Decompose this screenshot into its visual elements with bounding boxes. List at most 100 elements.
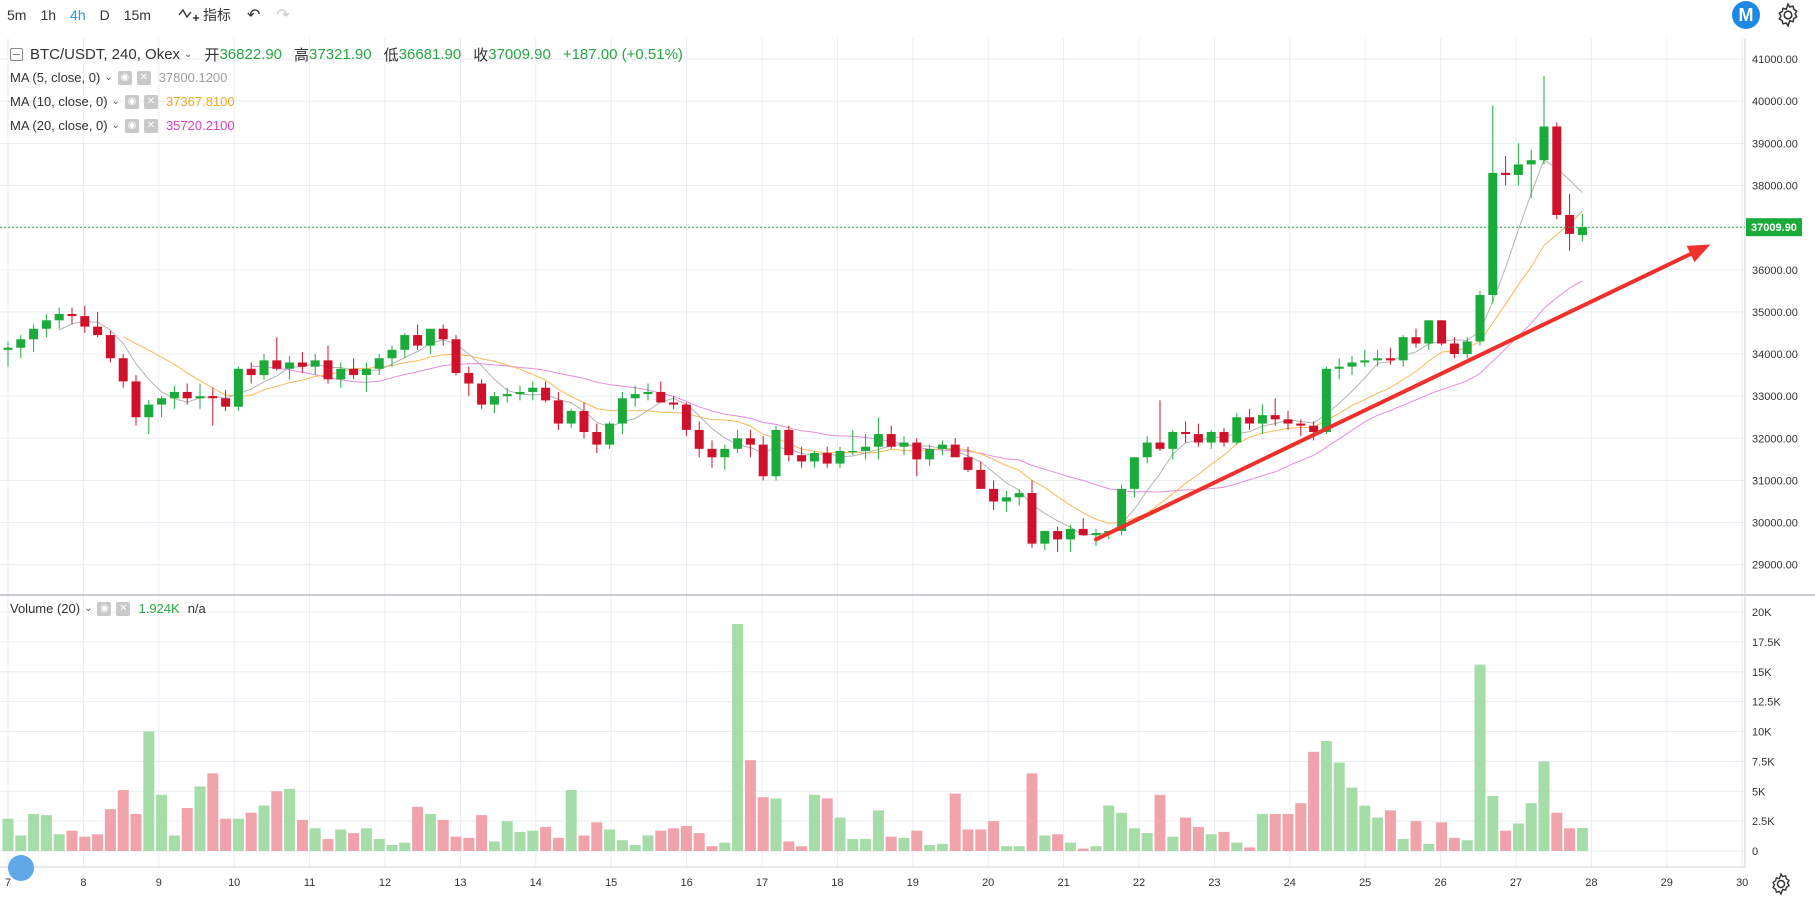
timeframe-5m[interactable]: 5m xyxy=(7,7,27,23)
annotation-arrow-head xyxy=(1686,244,1711,263)
eye-icon[interactable]: ◉ xyxy=(97,601,112,616)
collapse-legend-icon[interactable] xyxy=(10,48,23,61)
brand-logo[interactable]: M xyxy=(1732,1,1760,29)
time-tick-label: 10 xyxy=(228,877,240,889)
chevron-down-icon[interactable]: ⌄ xyxy=(84,603,93,614)
volume-bar xyxy=(604,829,616,851)
timeframe-15m[interactable]: 15m xyxy=(123,7,151,23)
volume-extra: n/a xyxy=(187,601,206,616)
candle-body xyxy=(925,448,935,460)
symbol-label[interactable]: BTC/USDT, 240, Okex xyxy=(30,46,181,63)
volume-legend: Volume (20) ⌄ ◉ ✕ 1.924K n/a xyxy=(10,601,206,616)
volume-label[interactable]: Volume (20) xyxy=(10,601,81,616)
candle-body xyxy=(1565,214,1575,234)
ma5-label[interactable]: MA (5, close, 0) xyxy=(10,70,101,85)
volume-bar xyxy=(284,788,296,851)
volume-tick-label: 7.5K xyxy=(1752,756,1775,768)
candle-body xyxy=(745,438,755,445)
candle-body xyxy=(1437,320,1447,344)
timeframe-d[interactable]: D xyxy=(99,7,110,23)
candle-body xyxy=(681,404,691,430)
candle-body xyxy=(1193,434,1203,443)
volume-bar xyxy=(514,831,526,851)
candle-body xyxy=(105,335,115,359)
candle-body xyxy=(208,396,218,399)
close-icon[interactable]: ✕ xyxy=(143,94,158,109)
chart-settings-gear-icon[interactable] xyxy=(1769,872,1793,896)
time-tick-label: 14 xyxy=(530,877,542,889)
volume-bar xyxy=(104,809,116,851)
volume-bar xyxy=(424,813,436,851)
volume-bar xyxy=(629,845,641,851)
volume-bar xyxy=(949,793,961,851)
candle-body xyxy=(579,410,589,432)
close-icon[interactable]: ✕ xyxy=(136,70,151,85)
volume-bar xyxy=(156,794,168,851)
volume-bar xyxy=(1141,833,1153,851)
volume-bar xyxy=(143,731,155,851)
eye-icon[interactable]: ◉ xyxy=(117,70,132,85)
volume-bar xyxy=(1154,794,1166,851)
volume-bar xyxy=(1372,817,1384,851)
candle-body xyxy=(3,347,13,350)
candle-body xyxy=(1309,425,1319,432)
tradingview-logo-icon[interactable] xyxy=(8,855,34,881)
eye-icon[interactable]: ◉ xyxy=(124,118,139,133)
close-value: 37009.90 xyxy=(488,46,551,63)
timeframe-1h[interactable]: 1h xyxy=(40,7,57,23)
volume-bar xyxy=(1538,761,1550,851)
candle-body xyxy=(131,381,141,418)
timeframe-4h[interactable]: 4h xyxy=(70,7,86,23)
candle-body xyxy=(1449,343,1459,355)
indicators-button[interactable]: 指标 xyxy=(170,5,239,25)
time-tick-label: 7 xyxy=(5,877,11,889)
close-icon[interactable]: ✕ xyxy=(116,601,131,616)
time-tick-label: 19 xyxy=(907,877,919,889)
volume-bar xyxy=(642,835,654,851)
redo-icon[interactable]: ↷ xyxy=(276,7,290,24)
volume-bar xyxy=(476,815,488,851)
volume-tick-label: 5K xyxy=(1752,786,1766,798)
candle-body xyxy=(169,391,179,399)
time-tick-label: 8 xyxy=(80,877,86,889)
volume-bar xyxy=(616,840,628,851)
time-tick-label: 21 xyxy=(1057,877,1069,889)
candle-body xyxy=(1283,419,1293,424)
candle-body xyxy=(54,314,64,321)
ma20-label[interactable]: MA (20, close, 0) xyxy=(10,118,108,133)
chevron-down-icon[interactable]: ⌄ xyxy=(184,49,193,60)
volume-bar xyxy=(1410,821,1422,851)
candle-body xyxy=(541,387,551,401)
volume-bar xyxy=(1308,751,1320,851)
chevron-down-icon[interactable]: ⌄ xyxy=(104,72,113,83)
candle-body xyxy=(707,448,717,458)
candle-body xyxy=(912,442,922,460)
ma10-label[interactable]: MA (10, close, 0) xyxy=(10,94,108,109)
volume-bar xyxy=(924,845,936,851)
time-tick-label: 28 xyxy=(1585,877,1597,889)
candle-body xyxy=(797,455,807,462)
time-tick-label: 23 xyxy=(1208,877,1220,889)
chevron-down-icon[interactable]: ⌄ xyxy=(111,120,120,131)
candle-body xyxy=(1219,431,1229,443)
settings-gear-icon[interactable] xyxy=(1775,2,1801,28)
volume-bar xyxy=(360,828,372,851)
candle-body xyxy=(1040,531,1050,544)
candle-body xyxy=(1373,358,1383,361)
volume-bar xyxy=(1295,803,1307,851)
candle-body xyxy=(1411,337,1421,344)
volume-bar xyxy=(450,836,462,851)
volume-bar xyxy=(1333,762,1345,851)
undo-icon[interactable]: ↶ xyxy=(246,7,261,24)
volume-bar xyxy=(706,846,718,851)
candle-body xyxy=(963,457,973,470)
candle-body xyxy=(1577,227,1587,236)
volume-bar xyxy=(847,839,859,851)
price-tick-label: 34000.00 xyxy=(1752,349,1798,361)
eye-icon[interactable]: ◉ xyxy=(124,94,139,109)
chevron-down-icon[interactable]: ⌄ xyxy=(111,96,120,107)
time-tick-label: 15 xyxy=(605,877,617,889)
price-tick-label: 36000.00 xyxy=(1752,265,1798,277)
close-icon[interactable]: ✕ xyxy=(143,118,158,133)
